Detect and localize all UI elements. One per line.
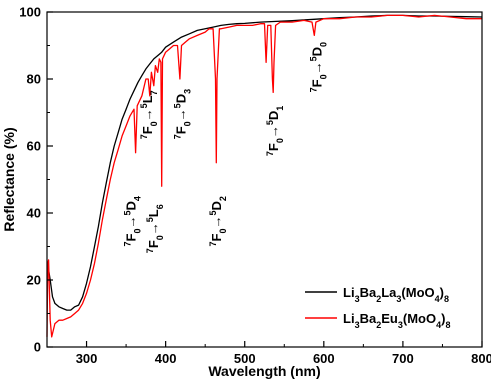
- x-tick-label-400: 400: [155, 351, 177, 366]
- annotation-7F0-5D4: 7F0→5D4: [123, 196, 143, 246]
- annotation-7F0-5D2: 7F0→5D2: [208, 196, 228, 246]
- y-tick-label-20: 20: [27, 273, 41, 288]
- y-tick-label-40: 40: [27, 206, 41, 221]
- annotation-7F0-5L7: 7F0→5L7: [139, 90, 159, 139]
- annotation-7F0-5D1: 7F0→5D1: [265, 106, 285, 156]
- x-tick-label-300: 300: [76, 351, 98, 366]
- y-tick-label-100: 100: [19, 5, 41, 20]
- x-axis-title: Wavelength (nm): [208, 363, 320, 379]
- x-tick-label-500: 500: [234, 351, 256, 366]
- y-tick-label-80: 80: [27, 72, 41, 87]
- axes-layer: 300 400 500 600 700 800 0 20 40 60 80 100: [19, 5, 491, 367]
- series-layer: [46, 14, 483, 338]
- legend-label-1: Li3Ba2La3(MoO4)8: [343, 285, 449, 304]
- x-tick-label-800: 800: [471, 351, 491, 366]
- series-line-1: [46, 14, 483, 311]
- y-tick-label-60: 60: [27, 139, 41, 154]
- y-axis-title: Reflectance (%): [1, 127, 17, 231]
- annotation-7F0-5D0: 7F0→5D0: [309, 42, 329, 92]
- x-tick-label-600: 600: [313, 351, 335, 366]
- y-tick-label-0: 0: [34, 340, 41, 355]
- series-line-2: [46, 14, 482, 338]
- x-tick-label-700: 700: [392, 351, 414, 366]
- annotation-7F0-5D3: 7F0→5D3: [173, 89, 193, 139]
- annotation-layer: 7F0→5D4 7F0→5L7 7F0→5L6 7F0→5D3 7F0→5D2 7F0→5…: [123, 42, 329, 253]
- annotation-7F0-5L6: 7F0→5L6: [145, 204, 165, 253]
- legend-label-2: Li3Ba2Eu3(MoO4)8: [343, 311, 450, 330]
- legend: Li3Ba2La3(MoO4)8 Li3Ba2Eu3(MoO4)8: [305, 285, 450, 330]
